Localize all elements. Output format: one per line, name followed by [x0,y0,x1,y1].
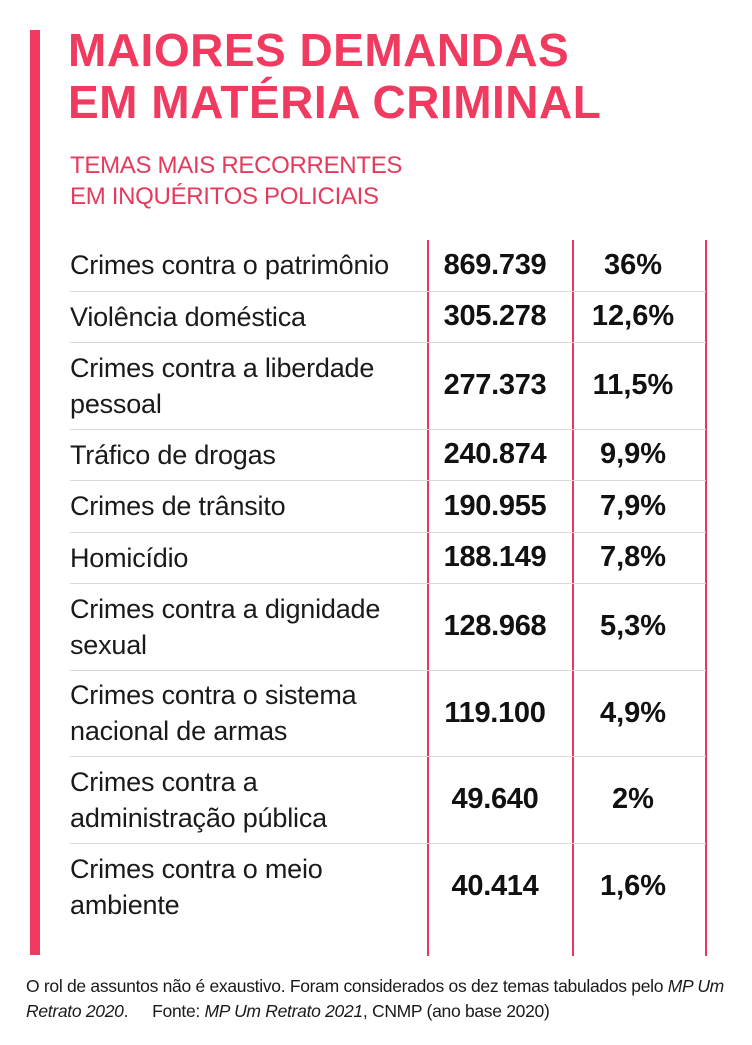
row-value: 188.149 [443,541,547,574]
row-value: 119.100 [444,696,546,729]
row-percent: 11,5% [592,369,674,402]
chart-title: MAIORES DEMANDAS EM MATÉRIA CRIMINAL [68,24,601,128]
table-row: Violência doméstica 305.278 12,6% [70,292,706,343]
row-value: 277.373 [443,369,547,402]
row-label: Crimes contra o patrimônio [70,247,430,283]
row-label: Violência doméstica [70,299,430,335]
row-value: 40.414 [451,870,539,903]
row-label: Crimes contra a administração pública [70,764,430,836]
row-percent: 5,3% [599,610,667,643]
row-label-line: Crimes contra o patrimônio [70,250,389,281]
row-percent: 36% [603,248,663,281]
row-percent: 7,8% [599,541,667,574]
table-row: Crimes contra a administração pública 49.6… [70,757,706,844]
chart-subtitle: TEMAS MAIS RECORRENTES EM INQUÉRITOS POL… [70,150,402,212]
row-percent: 7,9% [599,489,667,522]
row-label: Crimes contra a dignidade sexual [70,591,430,663]
footer-source-prefix: Fonte: [152,1001,205,1021]
footer-note-italic: MP Um Retrato 2020 [26,976,724,1021]
row-label-line: Crimes contra a [70,766,258,797]
footer-source-rest: , CNMP (ano base 2020) [362,1001,550,1021]
row-label: Tráfico de drogas [70,437,430,473]
table-row: Crimes contra o patrimônio 869.739 36% [70,240,706,292]
column-divider-2 [572,240,574,956]
row-percent: 4,9% [599,696,667,729]
row-value: 49.640 [451,783,539,816]
row-label-line: ambiente [70,889,180,920]
data-table: Crimes contra o patrimônio 869.739 36% Viol… [70,240,706,930]
row-label-line: Crimes contra a dignidade [70,593,381,624]
row-label: Crimes contra o meio ambiente [70,851,430,923]
row-value: 240.874 [443,438,547,471]
row-label-line: Crimes contra a liberdade [70,352,375,383]
footer-source-italic: MP Um Retrato 2021 [204,1001,364,1021]
row-label-line: Crimes contra o meio [70,853,323,884]
subtitle-line-1: TEMAS MAIS RECORRENTES [70,152,403,179]
row-label-line: Crimes contra o sistema [70,680,357,711]
column-divider-1 [427,240,429,956]
row-label: Homicídio [70,540,430,576]
table-row: Homicídio 188.149 7,8% [70,533,706,584]
row-label-line: pessoal [70,388,162,419]
table-row: Crimes contra o meio ambiente 40.414 1,6% [70,844,706,931]
accent-bar [30,30,40,955]
column-divider-3 [705,240,707,956]
row-value: 869.739 [443,248,547,281]
table-row: Crimes contra a liberdade pessoal 277.373 1… [70,343,706,430]
footer-note-text: O rol de assuntos não é exaustivo. Foram… [26,976,668,996]
table-row: Crimes contra a dignidade sexual 128.968 5,… [70,584,706,671]
row-percent: 1,6% [599,870,667,903]
row-value: 190.955 [443,489,547,522]
subtitle-line-2: EM INQUÉRITOS POLICIAIS [70,183,379,210]
row-label-line: administração pública [70,802,327,833]
row-label-line: nacional de armas [70,716,288,747]
row-label-line: Tráfico de drogas [70,439,276,470]
title-line-2: EM MATÉRIA CRIMINAL [68,76,602,128]
row-label-line: Crimes de trânsito [70,491,286,522]
row-label: Crimes contra a liberdade pessoal [70,350,430,422]
row-label-line: sexual [70,629,147,660]
table-row: Crimes de trânsito 190.955 7,9% [70,481,706,533]
row-value: 128.968 [443,610,547,643]
row-percent: 9,9% [599,438,667,471]
row-value: 305.278 [443,300,547,333]
row-label-line: Homicídio [70,542,189,573]
row-percent: 2% [612,783,654,816]
table-row: Crimes contra o sistema nacional de armas… [70,671,706,757]
table-row: Tráfico de drogas 240.874 9,9% [70,430,706,481]
footer-note: O rol de assuntos não é exaustivo. Foram… [26,974,736,1024]
row-label: Crimes de trânsito [70,488,430,524]
row-label-line: Violência doméstica [70,301,306,332]
title-line-1: MAIORES DEMANDAS [68,24,570,76]
row-label: Crimes contra o sistema nacional de armas [70,677,430,749]
footer-note-end: . [123,1001,129,1021]
row-percent: 12,6% [591,300,675,333]
